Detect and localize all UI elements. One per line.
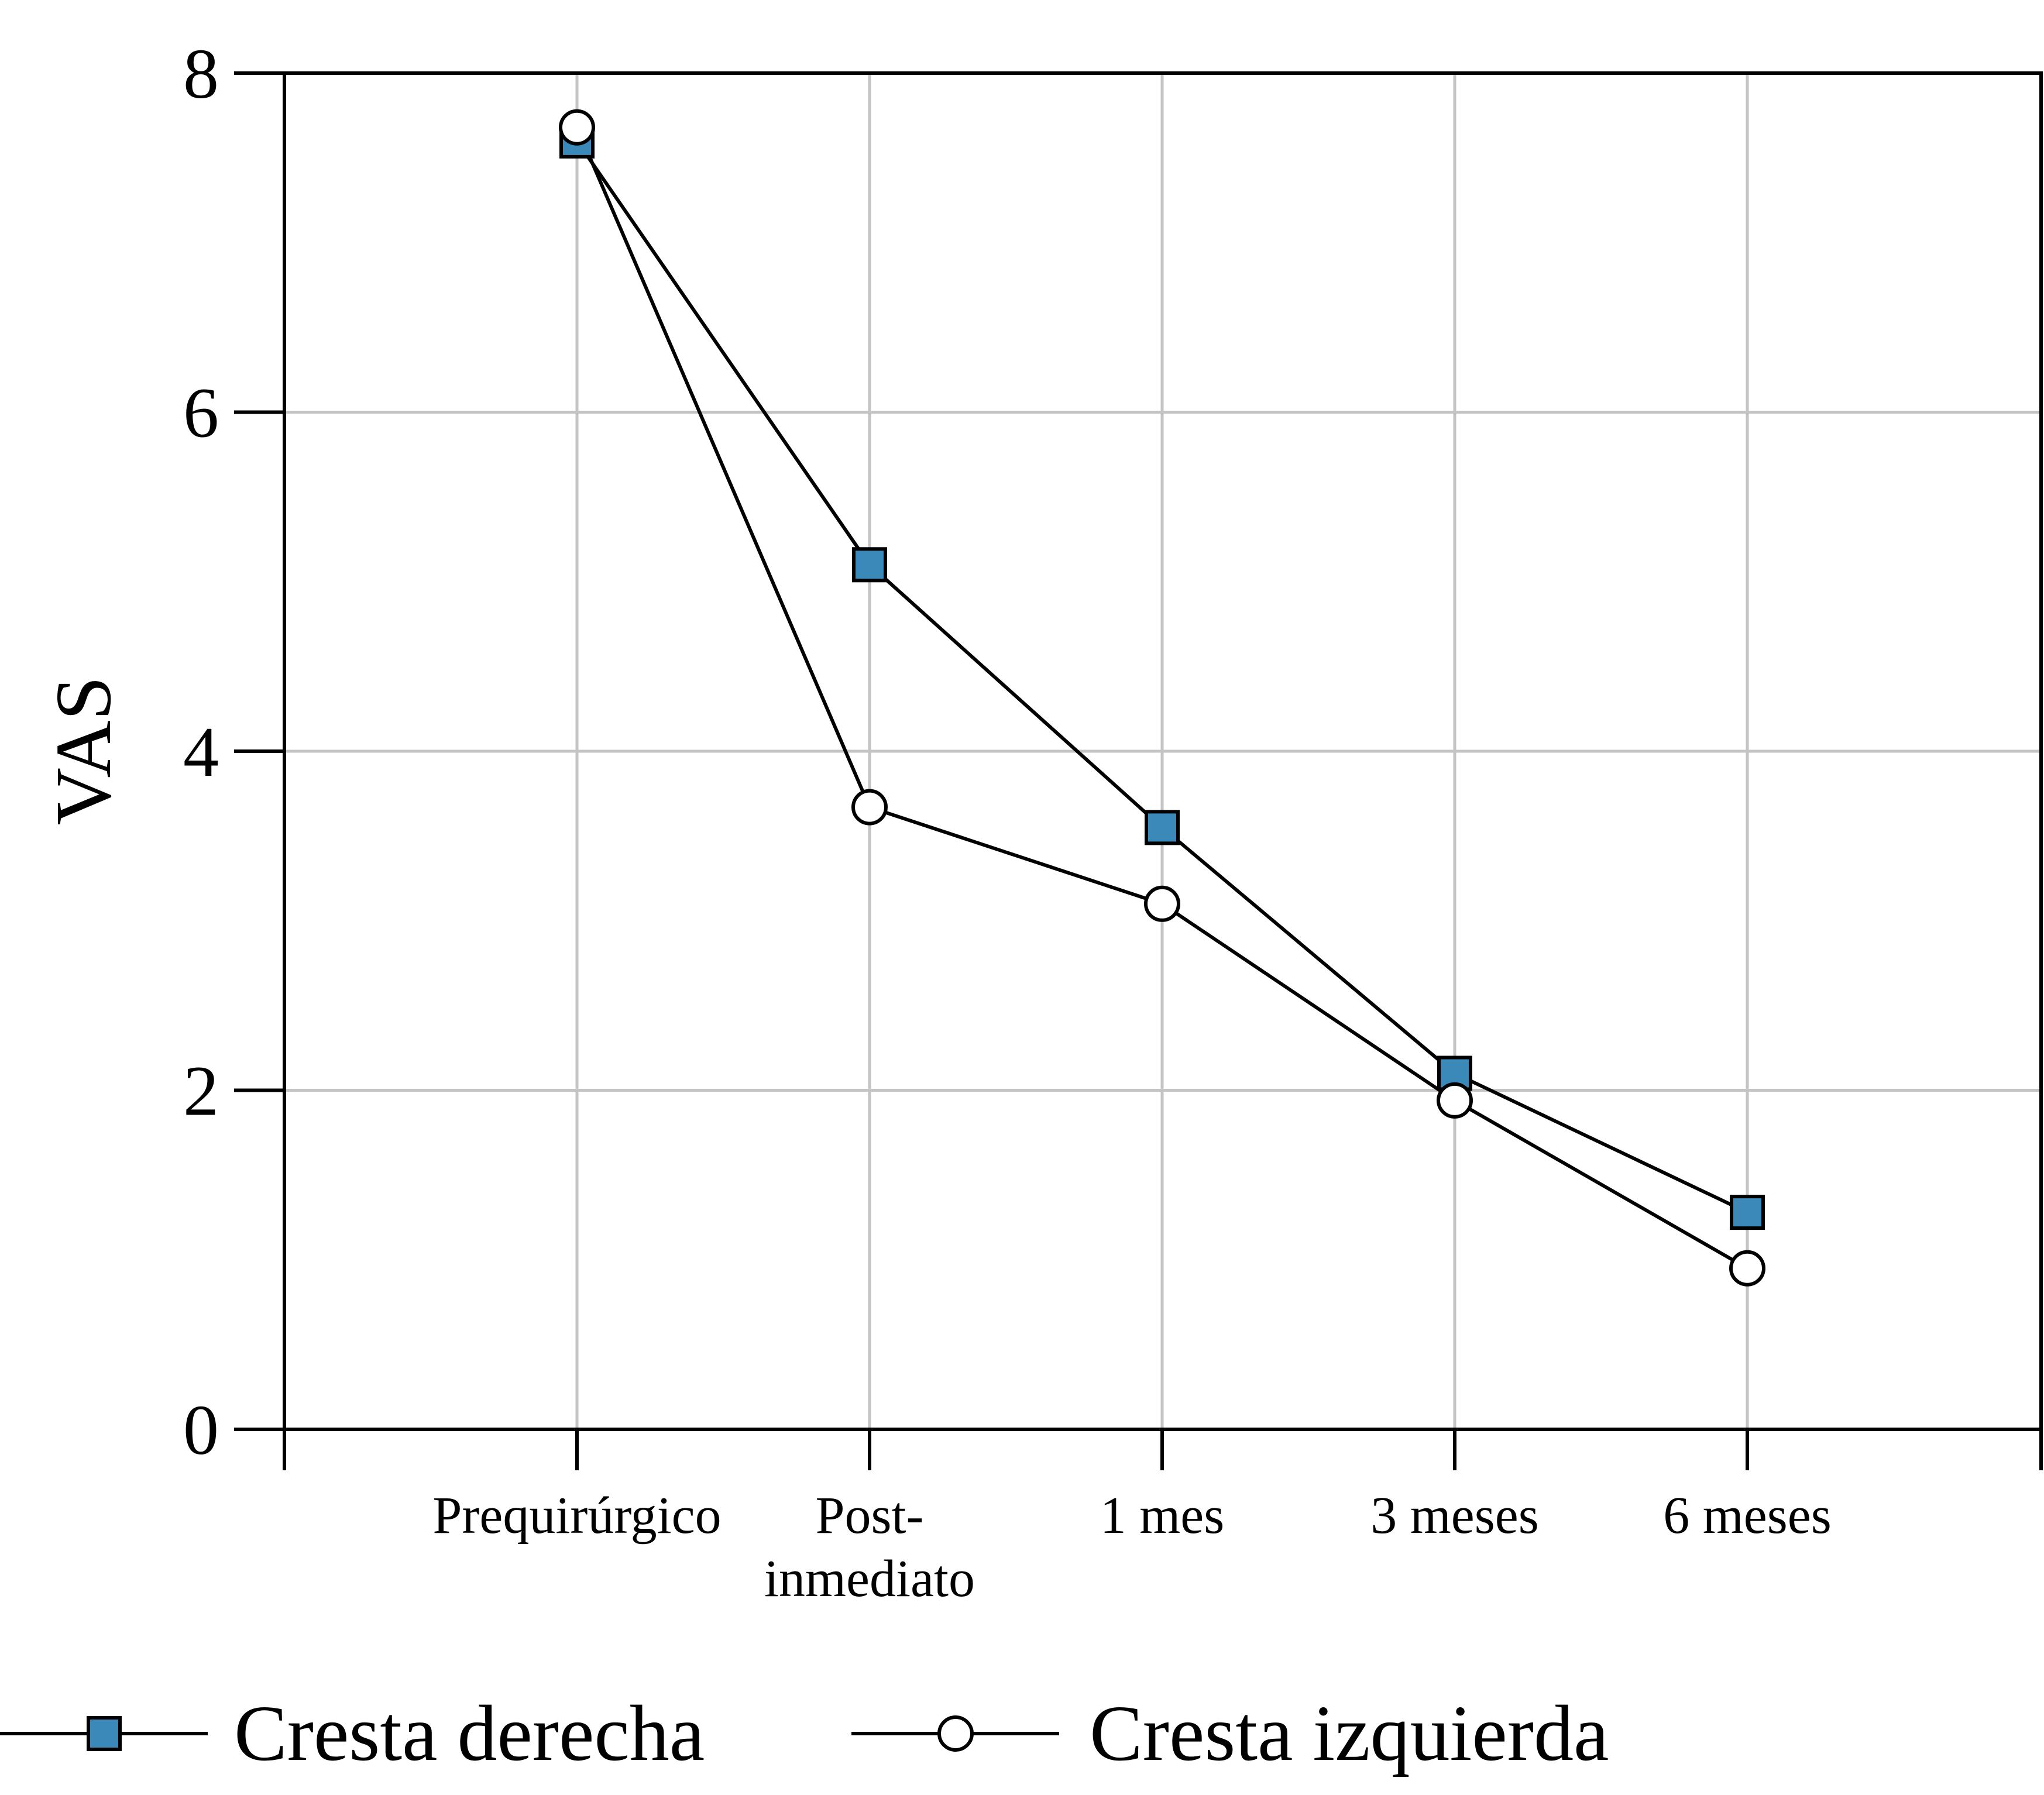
x-tick-label-1: Post-inmediato: [764, 1487, 975, 1608]
legend-item-0: Cresta derecha: [0, 1690, 705, 1777]
x-tick-label-4: 6 meses: [1663, 1487, 1831, 1545]
y-axis-title: VAS: [40, 676, 128, 826]
series-1-point-3: [1437, 1082, 1473, 1119]
legend-marker-0: [87, 1716, 122, 1751]
series-1-point-1: [851, 789, 888, 826]
series-1-point-0: [559, 109, 595, 146]
x-tick-label-3: 3 meses: [1370, 1487, 1538, 1545]
y-tick-label-4: 8: [183, 35, 219, 114]
legend: Cresta derecha Cresta izquierda: [0, 1690, 1609, 1777]
series-0-point-1: [852, 547, 887, 583]
y-tick-label-0: 0: [183, 1391, 219, 1470]
y-tick-label-3: 6: [183, 374, 219, 453]
x-tick-label-3-line-0: 3 meses: [1370, 1487, 1538, 1545]
series-1-point-2: [1144, 885, 1180, 922]
series-layer: [559, 109, 1765, 1287]
legend-marker-1: [937, 1715, 974, 1752]
series-0-point-4: [1730, 1195, 1765, 1230]
x-tick-label-4-line-0: 6 meses: [1663, 1487, 1831, 1545]
y-tick-label-2: 4: [183, 713, 219, 792]
grid: [284, 73, 2041, 1429]
legend-label-0: Cresta derecha: [234, 1690, 705, 1777]
x-tick-label-2-line-0: 1 mes: [1100, 1487, 1224, 1545]
y-axis: 0 2 4 6 8: [183, 35, 284, 1470]
x-tick-label-0-line-0: Prequirúrgico: [432, 1487, 721, 1545]
y-tick-label-1: 2: [183, 1052, 219, 1131]
x-axis: Prequirúrgico Post-inmediato 1 mes 3 meses 6…: [283, 1429, 2043, 1608]
series-0-point-2: [1145, 810, 1180, 845]
series-1-markers: [559, 109, 1765, 1287]
x-tick-label-0: Prequirúrgico: [432, 1487, 721, 1545]
legend-item-1: Cresta izquierda: [851, 1690, 1609, 1777]
x-tick-label-1-line-0: Post-: [815, 1487, 923, 1545]
x-tick-label-2: 1 mes: [1100, 1487, 1224, 1545]
series-1-point-4: [1729, 1250, 1765, 1287]
legend-label-1: Cresta izquierda: [1090, 1690, 1609, 1777]
x-tick-label-1-line-1: inmediato: [764, 1550, 975, 1608]
